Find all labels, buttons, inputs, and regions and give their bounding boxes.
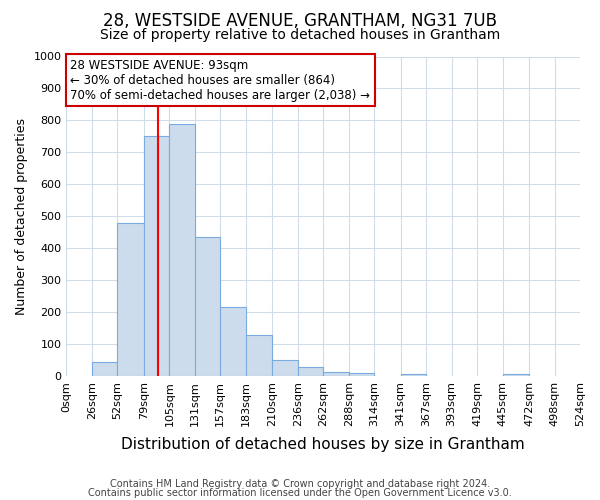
Bar (349, 373, 374, 376)
Bar (503, 374, 529, 376)
Bar (144, 136, 169, 376)
Text: 28 WESTSIDE AVENUE: 93sqm
← 30% of detached houses are smaller (864)
70% of semi: 28 WESTSIDE AVENUE: 93sqm ← 30% of detac… (70, 58, 370, 102)
Text: Contains public sector information licensed under the Open Government Licence v3: Contains public sector information licen… (88, 488, 512, 498)
Text: Size of property relative to detached houses in Grantham: Size of property relative to detached ho… (100, 28, 500, 42)
Text: Contains HM Land Registry data © Crown copyright and database right 2024.: Contains HM Land Registry data © Crown c… (110, 479, 490, 489)
Bar (92, 362, 118, 376)
Bar (272, 360, 298, 376)
Bar (118, 223, 144, 376)
Bar (220, 306, 246, 376)
Y-axis label: Number of detached properties: Number of detached properties (15, 118, 28, 315)
Bar (401, 374, 426, 376)
Bar (323, 372, 349, 376)
Text: 28, WESTSIDE AVENUE, GRANTHAM, NG31 7UB: 28, WESTSIDE AVENUE, GRANTHAM, NG31 7UB (103, 12, 497, 30)
Bar (169, 124, 195, 376)
Bar (246, 336, 272, 376)
Bar (195, 237, 220, 376)
Bar (298, 368, 323, 376)
X-axis label: Distribution of detached houses by size in Grantham: Distribution of detached houses by size … (121, 438, 525, 452)
